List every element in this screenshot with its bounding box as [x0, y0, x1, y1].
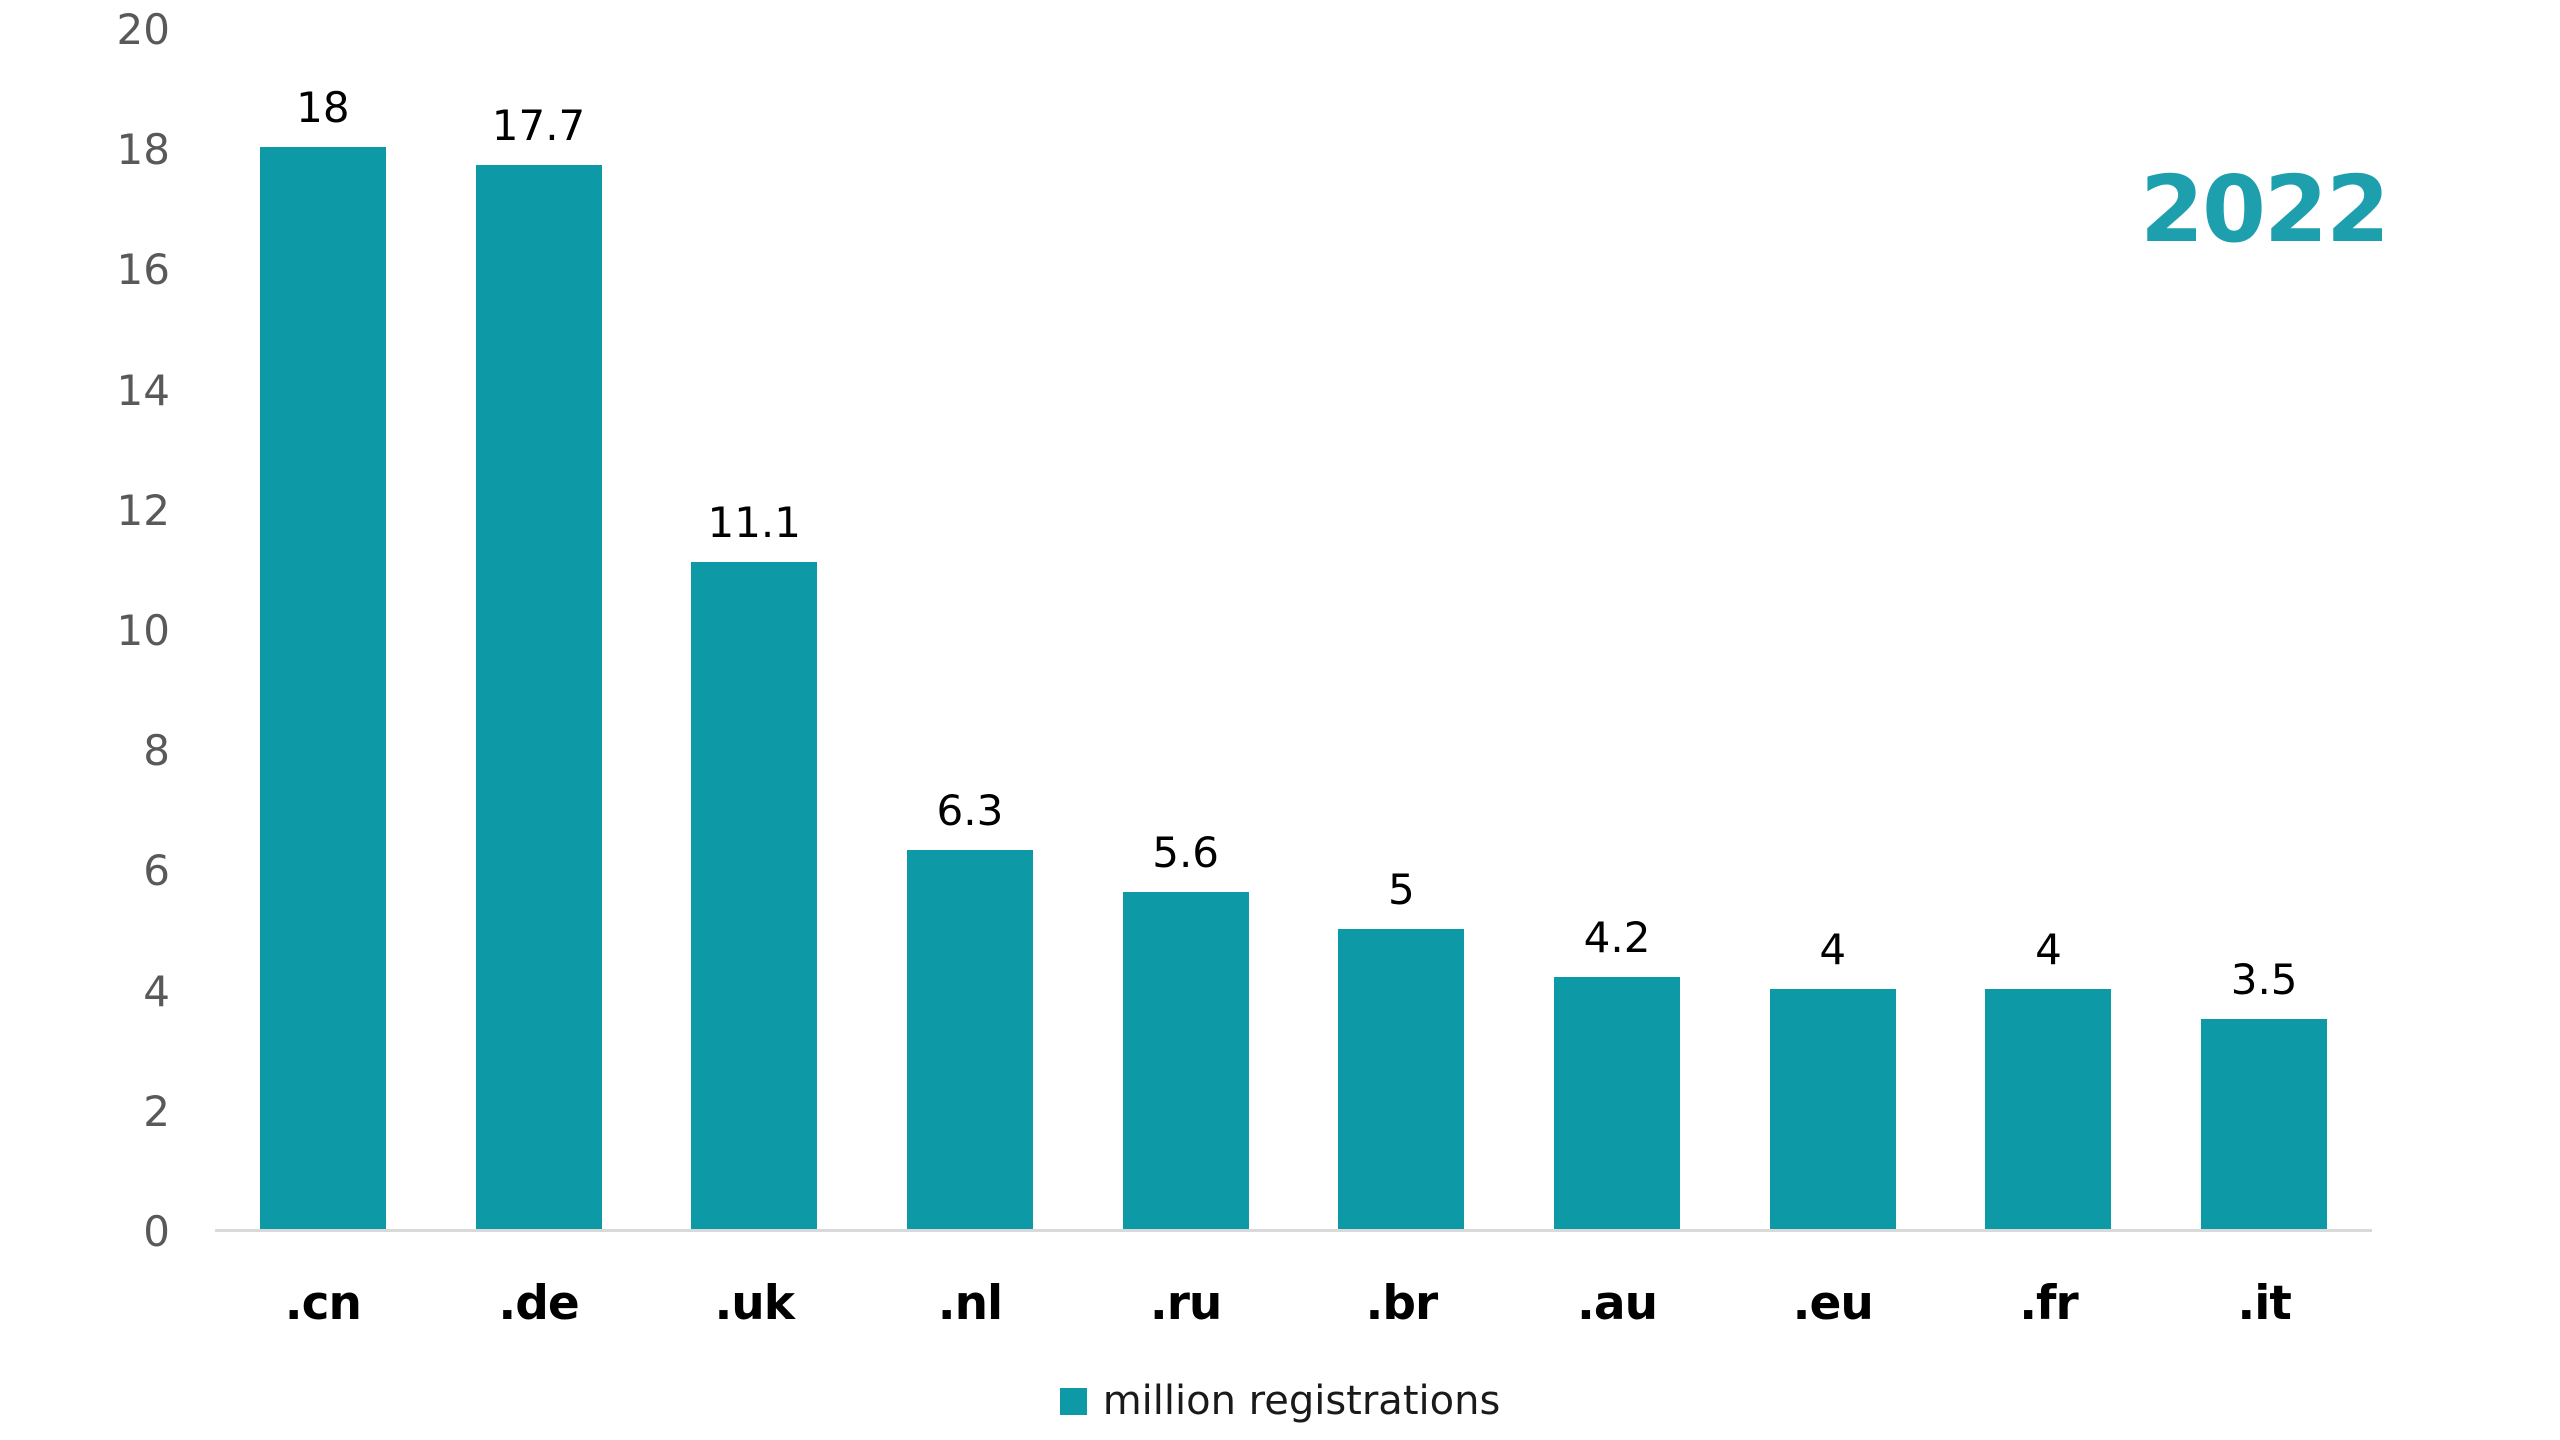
- x-axis-category-label: .uk: [714, 1276, 795, 1331]
- y-axis-tick-label: 16: [116, 245, 170, 295]
- y-axis-tick-label: 0: [143, 1207, 170, 1256]
- y-axis-tick-label: 6: [143, 846, 170, 896]
- y-axis-tick-label: 2: [143, 1086, 170, 1136]
- bar-value-label: 3.5: [2230, 954, 2298, 1004]
- plot-area: 18 .cn 17.7 .de 11.1 .uk 6.3 .nl 5.6 .ru 5 .br 4.2 .a…: [215, 30, 2372, 1327]
- bar-de: [475, 165, 602, 1229]
- bar-ru: [1122, 892, 1249, 1229]
- y-axis-tick-label: 8: [143, 726, 170, 776]
- legend-label: million registrations: [1102, 1378, 1501, 1424]
- bar-it: [2201, 1018, 2328, 1229]
- x-axis-category-label: .nl: [937, 1276, 1003, 1331]
- x-axis-category-label: .fr: [2019, 1276, 2078, 1331]
- bar-value-label: 18: [296, 83, 350, 133]
- bar-value-label: 5: [1387, 864, 1415, 914]
- square-icon: [1059, 1387, 1087, 1415]
- y-axis-tick-label: 10: [116, 606, 170, 655]
- bar-value-label: 11.1: [707, 497, 801, 547]
- bar-value-label: 5.6: [1152, 828, 1220, 878]
- bar-value-label: 4.2: [1583, 912, 1651, 962]
- bar-value-label: 4: [2035, 924, 2062, 974]
- y-axis-tick-label: 4: [143, 966, 170, 1016]
- x-axis-category-label: .eu: [1792, 1276, 1874, 1331]
- bar-value-label: 4: [1819, 924, 1847, 974]
- bar-uk: [691, 561, 818, 1229]
- year-label: 2022: [2140, 156, 2390, 263]
- y-axis-tick-label: 20: [116, 5, 170, 54]
- x-axis-category-label: .it: [2237, 1276, 2291, 1331]
- x-axis-category-label: .br: [1365, 1276, 1439, 1331]
- bar-au: [1554, 976, 1681, 1229]
- bar-eu: [1769, 988, 1896, 1229]
- bar-value-label: 6.3: [936, 786, 1004, 836]
- bar-cn: [259, 147, 386, 1229]
- legend: million registrations: [0, 1376, 2560, 1426]
- bar-fr: [1985, 988, 2112, 1229]
- y-axis-tick-label: 12: [116, 485, 170, 535]
- x-axis-category-label: .cn: [284, 1276, 362, 1331]
- x-axis-category-label: .ru: [1149, 1276, 1222, 1331]
- bar-br: [1338, 928, 1465, 1229]
- x-axis-category-label: .de: [498, 1276, 579, 1331]
- x-axis-category-label: .au: [1577, 1276, 1658, 1331]
- bar-value-label: 17.7: [491, 101, 586, 151]
- y-axis-tick-label: 18: [116, 125, 170, 175]
- y-axis-tick-label: 14: [116, 365, 170, 415]
- bar-nl: [906, 850, 1033, 1229]
